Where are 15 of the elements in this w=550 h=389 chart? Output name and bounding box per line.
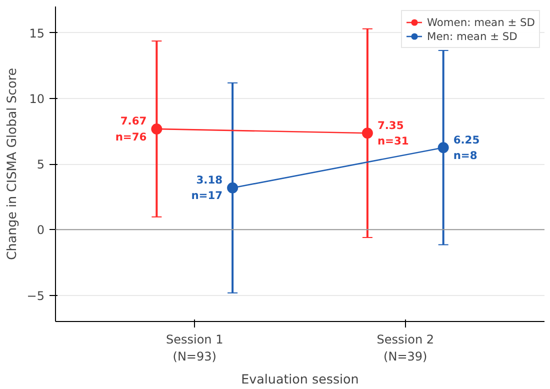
legend-label: Women: mean ± SD xyxy=(427,16,535,28)
y-tick-label: 5 xyxy=(36,158,45,172)
data-label: 3.18 n=17 xyxy=(191,174,223,202)
legend-label: Men: mean ± SD xyxy=(427,30,518,42)
y-tick-label: 0 xyxy=(36,223,45,238)
y-axis-title: Change in CISMA Global Score xyxy=(4,68,19,260)
y-tick-label: −5 xyxy=(26,288,45,303)
data-label: 6.25 n=8 xyxy=(453,133,480,162)
x-axis-title: Evaluation session xyxy=(241,371,359,386)
x-tick-label: Session 2 (N=39) xyxy=(376,332,434,364)
y-tick-label: 10 xyxy=(29,92,45,106)
data-label: 7.67 n=76 xyxy=(115,114,147,144)
data-label: 7.35 n=31 xyxy=(377,118,409,148)
x-tick-label: Session 1 (N=93) xyxy=(166,332,224,364)
y-tick-label: 15 xyxy=(29,26,45,40)
